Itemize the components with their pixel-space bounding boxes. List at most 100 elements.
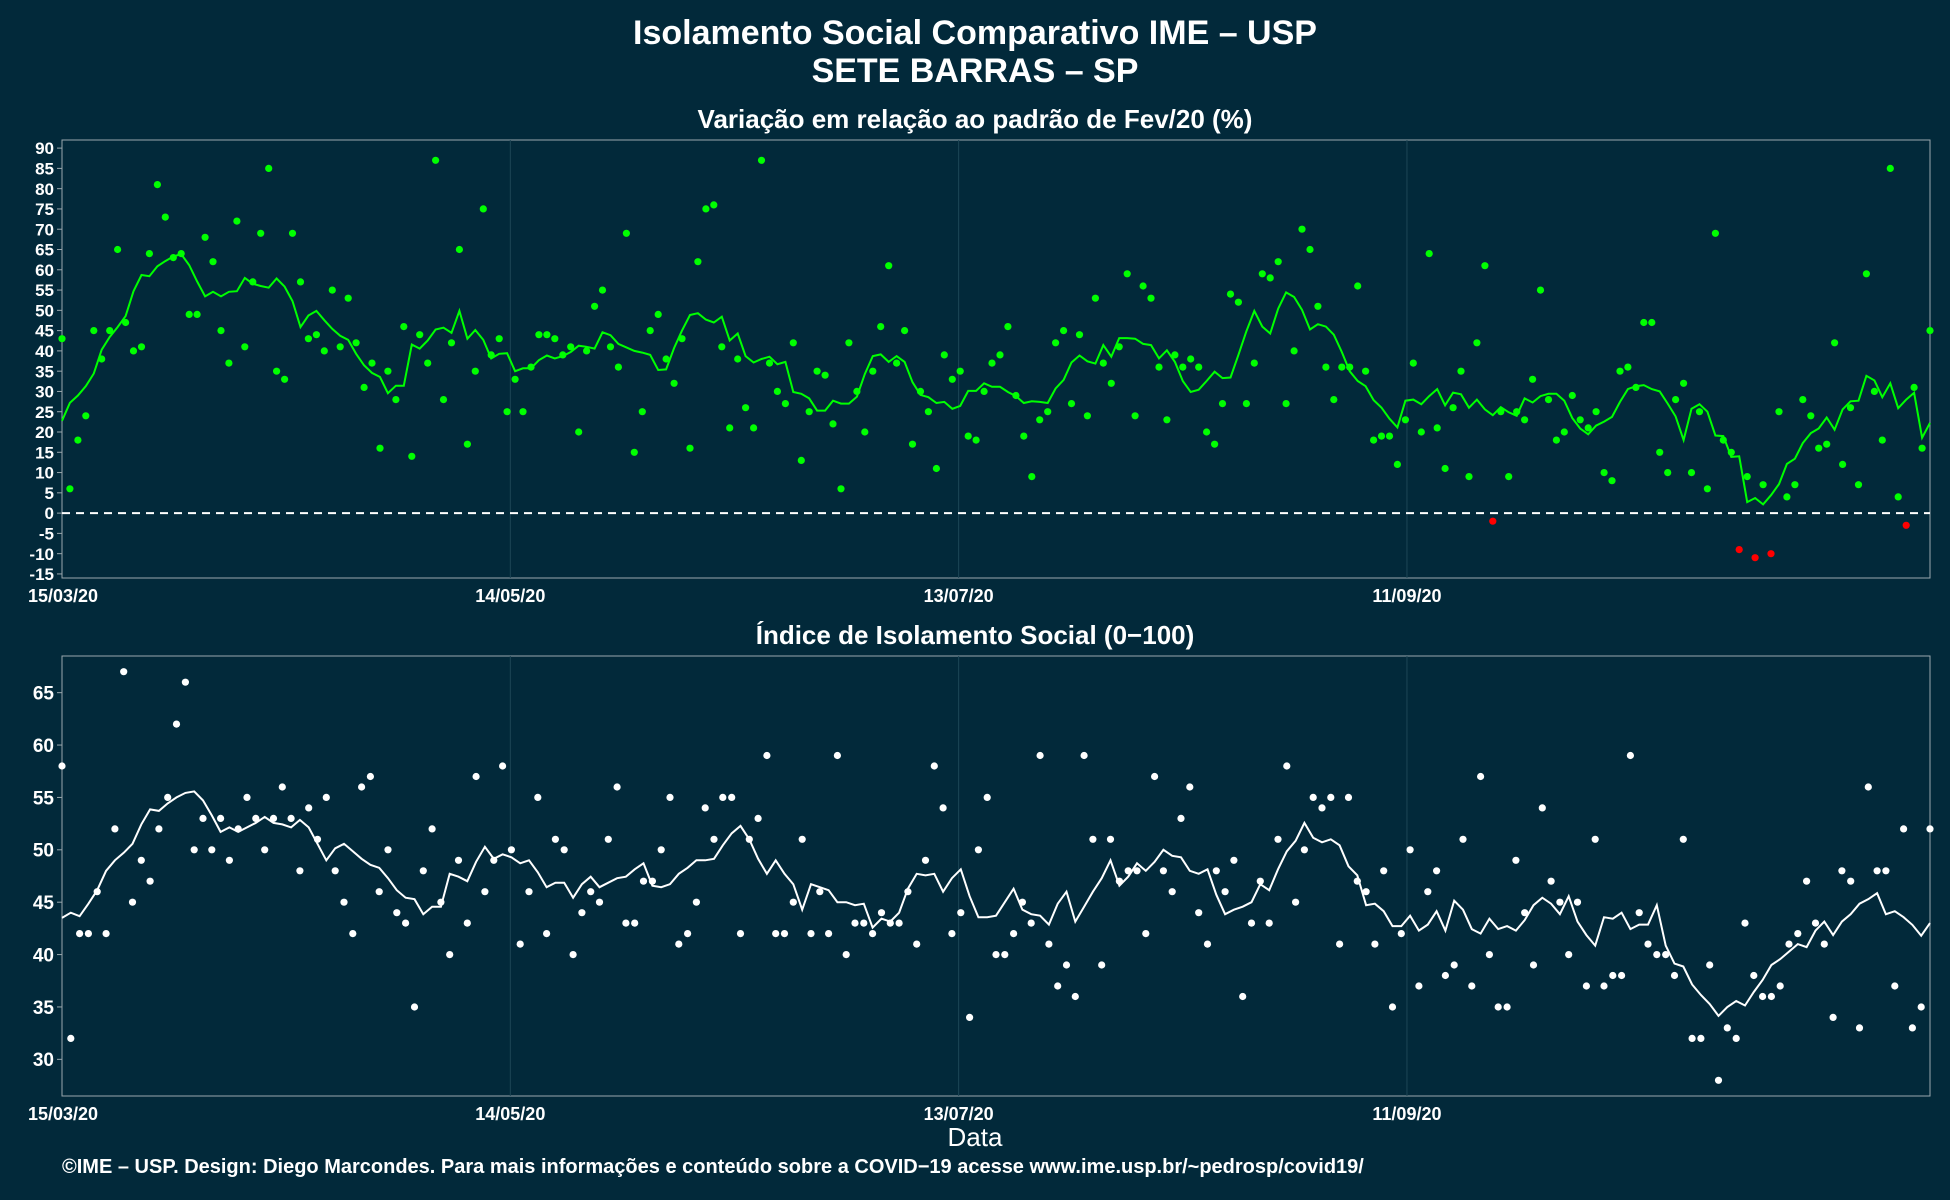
bottom-data-point [516,940,524,948]
bottom-data-point [1027,919,1035,927]
top-data-point [686,444,694,452]
bottom-data-point [807,930,815,938]
bottom-data-point [728,793,736,802]
top-y-tick-label: -10 [29,545,54,564]
bottom-data-point [1538,804,1546,812]
top-data-point [1242,400,1250,408]
top-data-point [1052,339,1060,347]
bottom-data-point [1327,793,1335,802]
bottom-data-point [569,951,577,959]
top-data-point [1592,408,1600,416]
top-data-point [177,250,185,258]
top-data-point [74,436,82,444]
top-data-point [1282,400,1290,408]
top-data-point [765,359,774,367]
top-data-point [1680,379,1688,387]
top-data-point [209,258,217,266]
bottom-data-point [1212,867,1220,875]
top-data-point [1759,481,1767,489]
top-data-point [718,343,726,351]
top-data-point [773,387,782,395]
bottom-data-point [1582,982,1590,990]
top-data-point [1544,396,1553,404]
top-y-tick-label: 45 [35,322,54,341]
top-data-point [296,278,305,286]
top-y-tick-label: 65 [35,241,54,260]
top-data-point [360,383,368,391]
top-data-point [1656,448,1664,456]
bottom-data-point [366,772,374,781]
bottom-data-point [833,751,842,760]
bottom-data-point [1485,951,1493,959]
bottom-data-point [1750,971,1758,980]
top-y-tick-label: 85 [35,160,54,179]
bottom-data-point [1547,877,1555,885]
bottom-data-point [1459,835,1467,843]
top-data-point [1012,391,1020,400]
bottom-data-point [1151,772,1159,781]
top-y-tick-label: 0 [45,504,54,523]
bottom-y-tick-label: 45 [33,893,55,914]
bottom-data-point [1186,783,1194,791]
bottom-data-point [243,793,251,802]
bottom-data-point [1195,909,1203,917]
top-data-point [853,387,861,395]
bottom-data-point [93,888,101,896]
top-data-point [273,367,281,375]
bottom-data-point [490,856,498,864]
bottom-data-point [1847,877,1855,885]
top-data-point [1393,460,1401,468]
top-data-point [1616,367,1624,375]
bottom-data-point [190,846,198,854]
top-data-point [1163,416,1171,424]
top-data-point [1179,363,1187,371]
top-data-point [1521,416,1529,424]
bottom-data-point [1424,888,1432,896]
bottom-data-point [1018,898,1026,906]
top-data-point [908,440,917,448]
bottom-data-point [639,877,648,885]
top-data-point [805,408,813,416]
top-data-point [1441,464,1449,473]
bottom-x-tick-label: 15/03/20 [28,1104,98,1124]
top-data-point [1489,517,1497,525]
top-data-point [1060,327,1068,335]
bottom-data-point [1230,856,1238,864]
bottom-data-point [84,930,92,938]
bottom-data-point [983,793,991,802]
bottom-data-point [921,856,930,864]
bottom-data-point [120,668,128,676]
top-data-point [1767,550,1775,558]
top-data-point [1584,424,1592,432]
top-data-point [129,347,138,355]
bottom-x-tick-label: 11/09/20 [1372,1104,1441,1124]
top-data-point [368,359,376,367]
top-data-point [813,367,821,375]
top-data-point [122,318,130,327]
top-data-point [964,432,972,440]
top-data-point [1314,302,1322,310]
top-data-point [1409,359,1417,367]
bottom-data-point [349,930,357,938]
top-data-point [376,444,384,452]
top-data-point [559,351,567,359]
top-data-point [416,331,424,339]
x-axis-title: Data [947,1122,1003,1152]
bottom-data-point [1891,982,1899,990]
bottom-data-point [1406,846,1414,854]
top-data-point [106,327,114,335]
bottom-data-point [287,814,295,823]
top-data-point [288,229,297,237]
bottom-data-point [1732,1034,1740,1042]
top-data-point [1560,428,1568,436]
bottom-data-point [1494,1003,1502,1011]
bottom-data-point [164,793,172,802]
bottom-data-point [128,898,137,906]
top-panel-title: Variação em relação ao padrão de Fev/20 … [697,104,1253,134]
bottom-data-point [1371,940,1379,948]
bottom-data-point [102,930,110,938]
top-data-point [1775,408,1783,416]
bottom-data-point [446,951,454,959]
bottom-data-point [966,1013,974,1022]
bottom-data-point [1626,751,1634,760]
